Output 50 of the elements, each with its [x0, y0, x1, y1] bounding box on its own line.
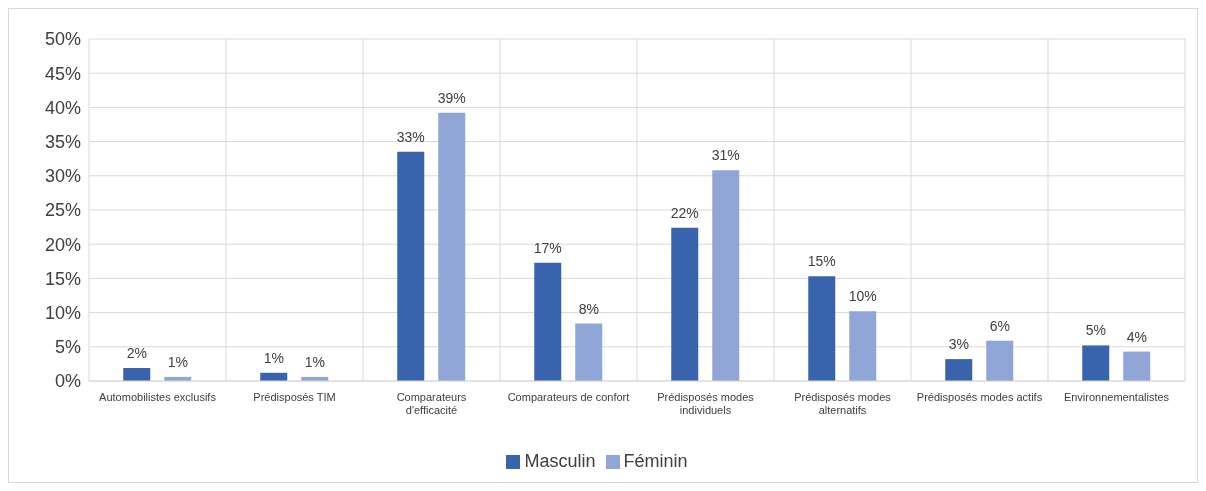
y-tick-label: 0%	[54, 371, 81, 392]
data-label: 2%	[126, 345, 147, 361]
bar	[1123, 351, 1151, 381]
data-label: 5%	[1085, 322, 1106, 339]
x-tick-label: Comparateurs de confort	[507, 391, 630, 403]
bar	[808, 276, 836, 381]
data-label: 22%	[670, 204, 699, 221]
data-label: 33%	[396, 128, 425, 145]
legend-label: Féminin	[623, 451, 688, 471]
bar	[397, 151, 425, 381]
data-label: 8%	[578, 300, 599, 317]
x-tick-label: Prédisposés modes individuels	[657, 391, 755, 416]
y-tick-label: 35%	[44, 131, 81, 152]
bar	[945, 359, 973, 381]
data-label: 6%	[989, 317, 1010, 334]
y-tick-label: 30%	[44, 166, 81, 187]
x-tick-label: Prédisposés modes actifs	[916, 391, 1043, 403]
bar	[671, 227, 699, 381]
data-label: 1%	[167, 353, 188, 370]
legend-label: Masculin	[524, 451, 596, 471]
x-tick-label: Comparateurs d'efficacité	[396, 391, 467, 416]
x-tick-label: Automobilistes exclusifs	[99, 391, 217, 403]
bar	[438, 112, 466, 381]
data-label: 17%	[533, 239, 562, 256]
data-label: 10%	[848, 288, 877, 305]
y-tick-label: 25%	[44, 200, 81, 221]
bar	[986, 340, 1014, 381]
x-tick-label: Prédisposés TIM	[253, 391, 336, 403]
data-label: 39%	[437, 89, 466, 106]
x-tick-label: Prédisposés modes alternatifs	[794, 391, 892, 416]
y-tick-label: 10%	[44, 302, 81, 323]
y-tick-label: 20%	[44, 234, 81, 255]
data-label: 15%	[807, 253, 836, 270]
data-label: 3%	[948, 336, 969, 353]
bar	[123, 368, 151, 381]
bar	[712, 170, 740, 381]
bar	[575, 323, 603, 381]
y-tick-label: 5%	[54, 337, 81, 358]
y-tick-label: 45%	[44, 63, 81, 84]
bar	[534, 262, 562, 381]
x-tick-label: Environnementalistes	[1063, 391, 1170, 403]
y-tick-label: 40%	[44, 97, 81, 118]
y-tick-label: 50%	[44, 29, 81, 50]
data-label: 4%	[1126, 328, 1147, 345]
bar	[1082, 345, 1110, 381]
y-tick-label: 15%	[44, 268, 81, 289]
data-label: 1%	[263, 349, 284, 366]
data-label: 1%	[304, 353, 325, 370]
bar	[849, 311, 877, 381]
data-label: 31%	[711, 147, 740, 164]
